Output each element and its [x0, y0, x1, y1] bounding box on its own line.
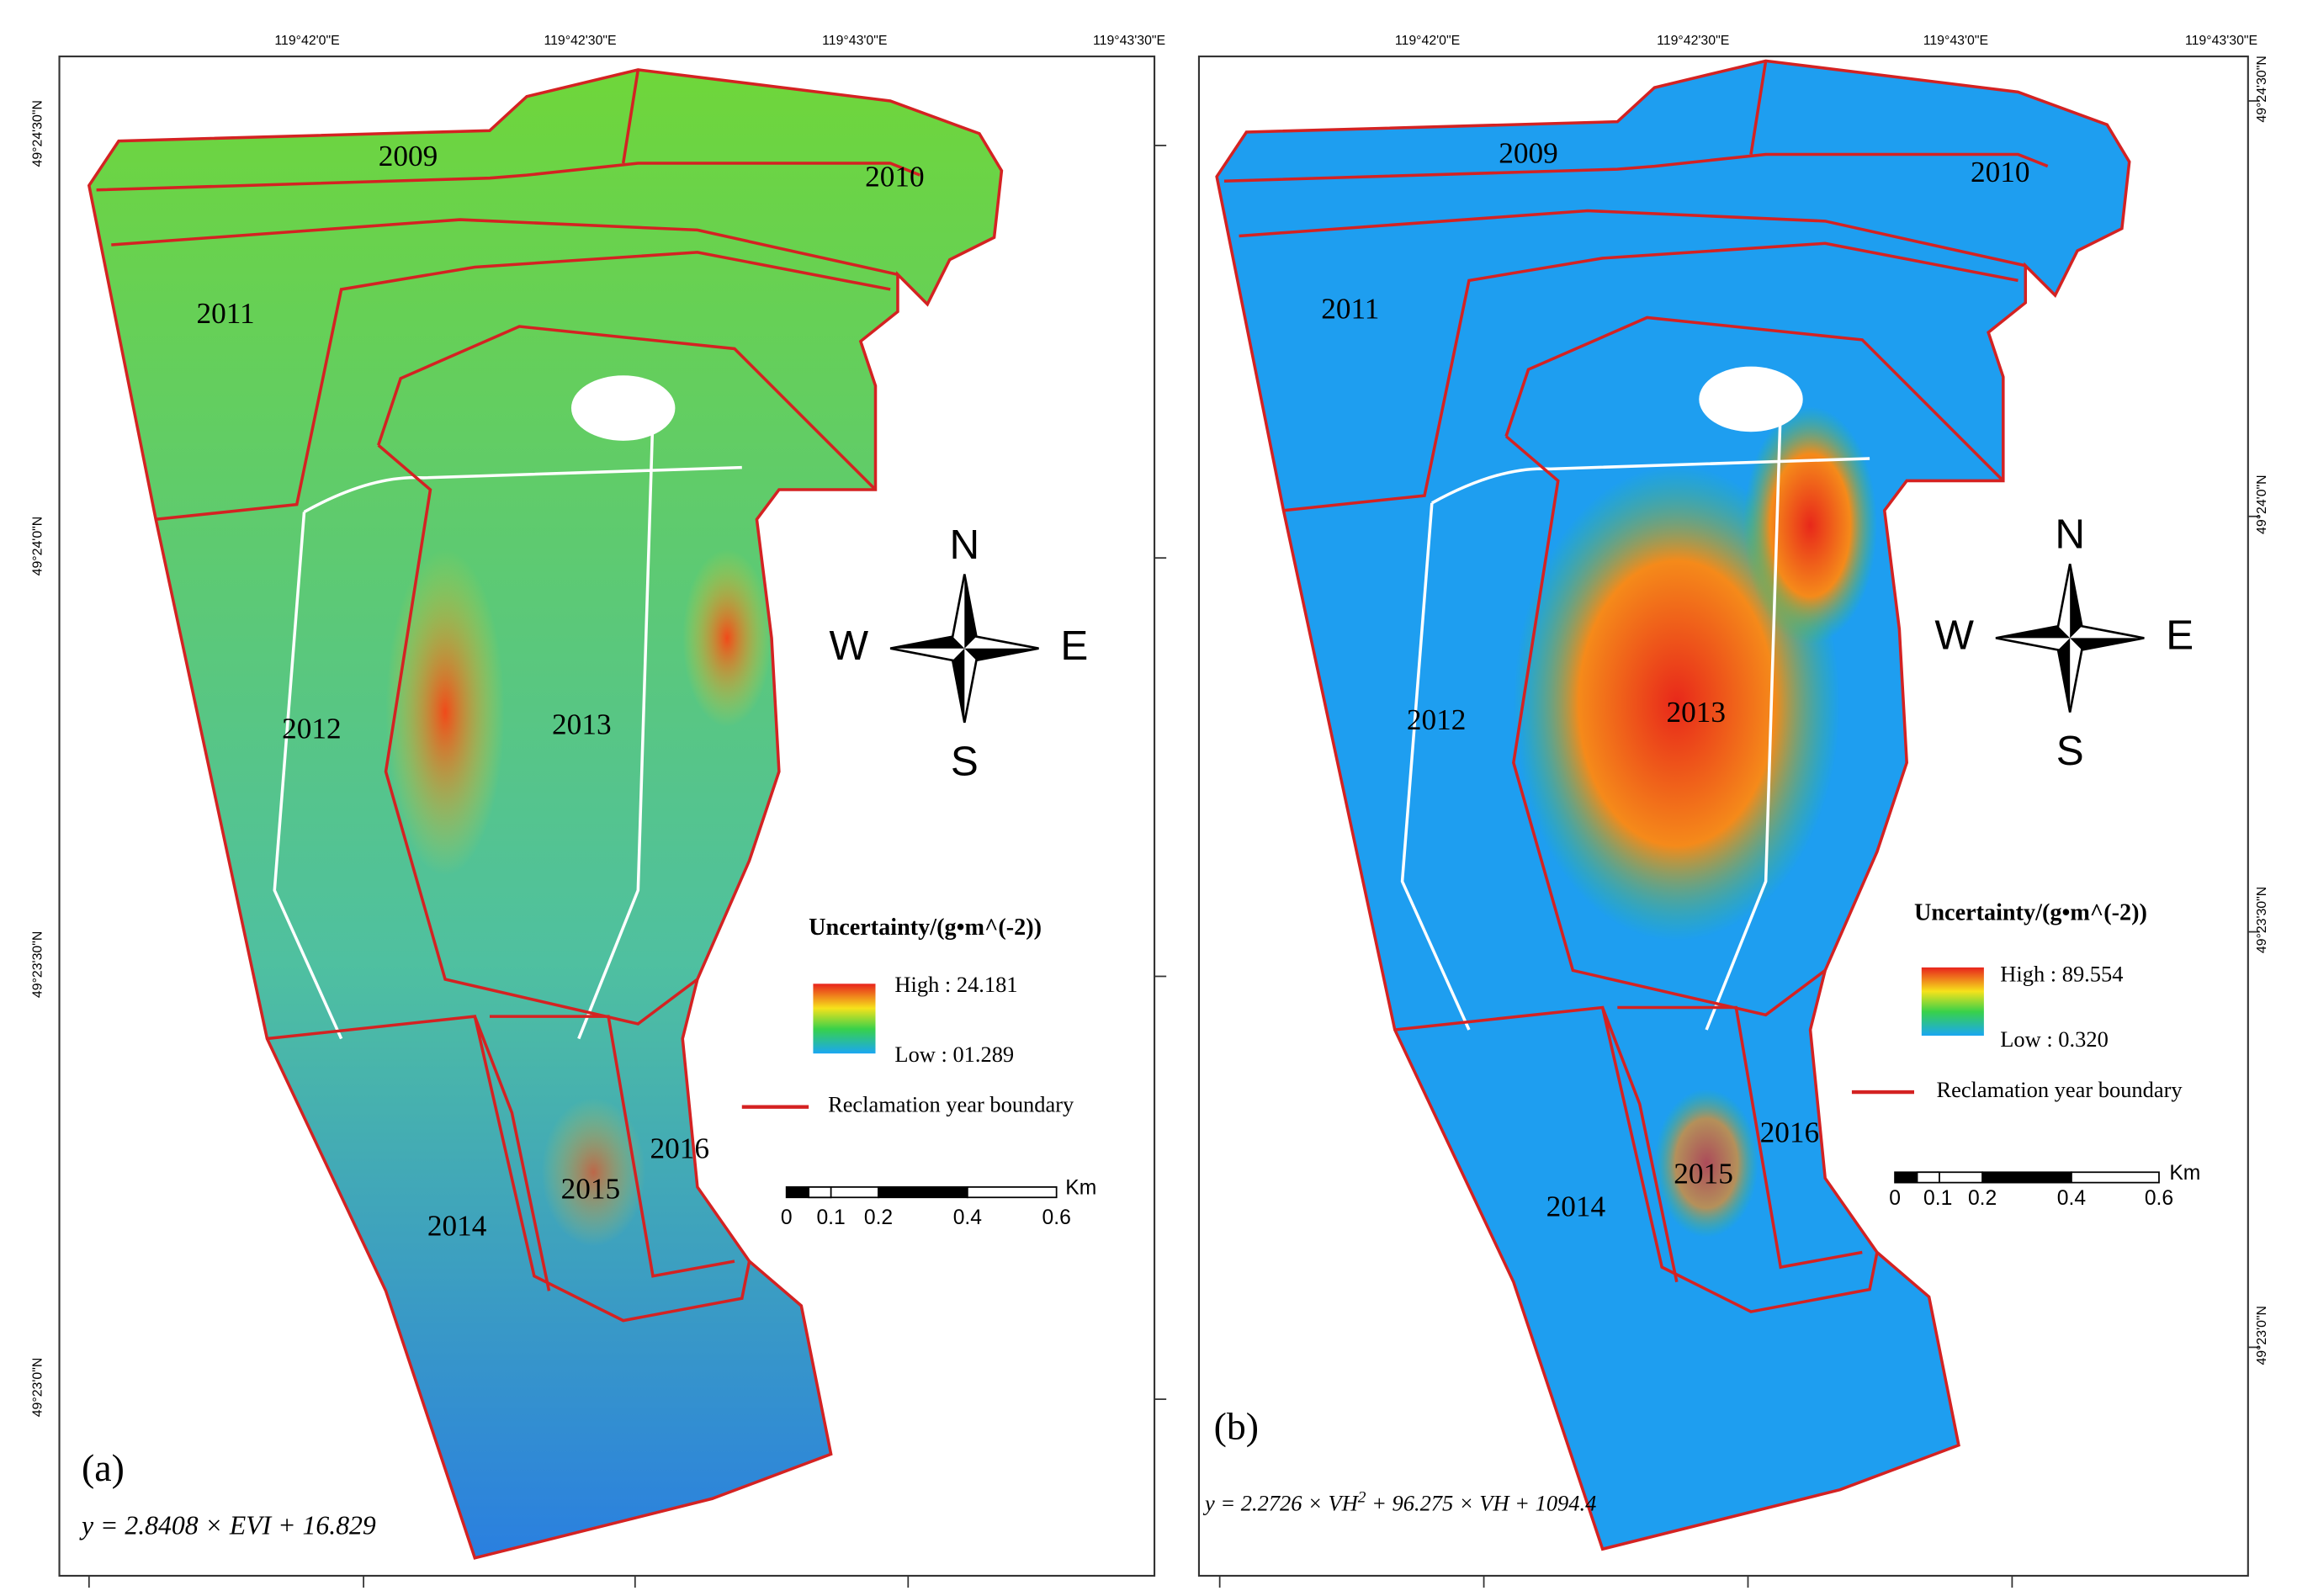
compass-letter: W	[829, 623, 868, 669]
longitude-label: 119°43'0"E	[1923, 34, 1988, 48]
panel-label: (b)	[1214, 1405, 1259, 1448]
scale-label: 0	[781, 1206, 793, 1229]
longitude-label: 119°43'30"E	[2185, 34, 2257, 48]
hotspot	[541, 1098, 646, 1247]
compass-letter: E	[1060, 623, 1088, 669]
hotspot	[682, 549, 772, 728]
year-label: 2011	[196, 297, 254, 330]
scale-label: 0.1	[1923, 1187, 1952, 1210]
year-label: 2012	[1407, 703, 1467, 736]
boundary	[96, 69, 921, 1323]
latitude-label: 49°23'0"N	[30, 1358, 45, 1418]
legend-boundary: Reclamation year boundary	[828, 1092, 1074, 1117]
scale-segment	[1981, 1171, 2072, 1184]
compass-letter: W	[1934, 612, 1974, 658]
study-area	[88, 68, 1004, 1560]
equation-part: + 96.275 × VH + 1094.4	[1366, 1490, 1597, 1515]
year-label: 2009	[379, 140, 438, 172]
latitude-label: 49°23'30"N	[30, 931, 45, 998]
hotspot	[1654, 1089, 1759, 1238]
scale-segment	[878, 1186, 968, 1199]
scale-label: 0.2	[1968, 1187, 1997, 1210]
scale-label: 0.4	[2057, 1187, 2086, 1210]
legend-high: High : 24.181	[894, 972, 1017, 997]
scale-label: 0.2	[864, 1206, 893, 1229]
scale-label: 0.4	[953, 1206, 982, 1229]
area-fill	[88, 69, 1002, 1558]
legend-title: Uncertainty/(g•m^(-2))	[1914, 899, 2147, 925]
lake	[1699, 366, 1803, 432]
compass-letter: E	[2166, 612, 2194, 658]
longitude-label: 119°42'30"E	[1657, 34, 1729, 48]
scale-label: 0.6	[2145, 1187, 2173, 1210]
panel-label: (a)	[82, 1446, 125, 1489]
longitude-label: 119°43'0"E	[822, 34, 887, 48]
year-label: 2013	[1666, 696, 1726, 729]
compass-letter: N	[949, 522, 979, 568]
scale-label: 0.6	[1042, 1206, 1071, 1229]
year-label: 2015	[1674, 1158, 1733, 1190]
scale-unit: Km	[2169, 1162, 2200, 1185]
lake	[570, 375, 676, 441]
latitude-label: 49°24'0"N	[2255, 475, 2269, 534]
scale-label: 0	[1889, 1187, 1901, 1210]
legend-low: Low : 01.289	[894, 1042, 1014, 1067]
scale-segment	[2071, 1171, 2160, 1184]
legend-low: Low : 0.320	[2000, 1026, 2109, 1052]
panel-frame	[58, 56, 1156, 1577]
scale-label: 0.1	[816, 1206, 845, 1229]
equation-part: y = 2.2726 × VH	[1202, 1490, 1360, 1515]
year-label: 2014	[1546, 1190, 1606, 1222]
latitude-label: 49°24'0"N	[30, 517, 45, 576]
scale-unit: Km	[1065, 1177, 1096, 1200]
study-area	[1215, 59, 2131, 1551]
equation-part: 2	[1358, 1488, 1366, 1506]
year-label: 2013	[552, 708, 612, 740]
legend-gradient	[1921, 967, 1984, 1037]
legend-title: Uncertainty/(g•m^(-2))	[809, 915, 1042, 941]
longitude-label: 119°43'30"E	[1093, 34, 1165, 48]
scale-segment	[830, 1186, 879, 1199]
latitude-label: 49°23'0"N	[2255, 1306, 2269, 1365]
year-label: 2016	[650, 1132, 709, 1165]
compass-letter: S	[951, 738, 979, 784]
panel-frame	[1197, 56, 2249, 1577]
year-label: 2015	[561, 1172, 621, 1205]
latitude-label: 49°23'30"N	[2255, 887, 2269, 953]
latitude-label: 49°24'30"N	[30, 100, 45, 167]
scale-segment	[1916, 1171, 1940, 1184]
year-label: 2011	[1321, 292, 1379, 325]
year-label: 2009	[1499, 136, 1558, 169]
equation: y = 2.2726 × VH2 + 96.275 × VH + 1094.4	[1202, 1488, 1596, 1516]
scale-segment	[1937, 1171, 1984, 1184]
year-label: 2012	[282, 713, 342, 745]
year-label: 2010	[1971, 156, 2030, 188]
longitude-label: 119°42'0"E	[1395, 34, 1460, 48]
legend-high: High : 89.554	[2000, 962, 2123, 987]
longitude-label: 119°42'0"E	[274, 34, 339, 48]
legend-boundary: Reclamation year boundary	[1936, 1077, 2183, 1102]
legend-gradient	[813, 984, 876, 1054]
latitude-label: 49°24'30"N	[2255, 56, 2269, 122]
compass-letter: N	[2055, 512, 2085, 558]
longitude-label: 119°42'30"E	[544, 34, 616, 48]
equation-part: y = 2.8408 × EVI + 16.829	[79, 1511, 376, 1540]
year-label: 2014	[427, 1209, 487, 1242]
hotspot	[385, 549, 505, 876]
compass-letter: S	[2056, 728, 2084, 774]
boundary	[1223, 61, 2049, 1313]
compass-rose	[1995, 564, 2145, 713]
equation: y = 2.8408 × EVI + 16.829	[79, 1511, 376, 1540]
hotspot	[1743, 406, 1877, 644]
scale-segment	[966, 1186, 1058, 1199]
year-label: 2016	[1760, 1116, 1820, 1148]
scale-segment	[808, 1186, 832, 1199]
year-label: 2010	[865, 161, 925, 194]
